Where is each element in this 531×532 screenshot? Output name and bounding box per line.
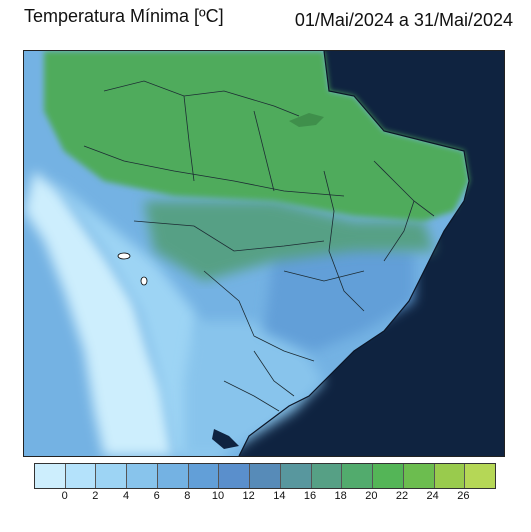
map-svg <box>24 51 504 456</box>
legend-swatch <box>465 464 496 488</box>
legend-swatch <box>250 464 281 488</box>
legend-swatch <box>342 464 374 488</box>
temperature-map <box>23 50 505 457</box>
legend-swatch <box>280 464 312 488</box>
lake-titicaca <box>117 252 131 260</box>
land-central <box>144 201 434 281</box>
date-range: 01/Mai/2024 a 31/Mai/2024 <box>294 10 513 30</box>
land-south <box>184 321 324 456</box>
legend-swatch <box>434 464 466 488</box>
legend-tick-label: 20 <box>365 490 378 502</box>
legend-tick-label: 0 <box>61 490 68 502</box>
legend-tick-label: 10 <box>211 490 225 502</box>
legend-tick-label: 18 <box>334 490 347 502</box>
legend-swatch <box>157 464 189 488</box>
legend-tick-label: 16 <box>303 490 317 502</box>
land-andes <box>24 171 174 456</box>
rio-de-la-plata <box>212 429 239 449</box>
land-southeast <box>264 241 414 351</box>
legend-tick-label: 8 <box>184 490 191 502</box>
legend-tick-label: 24 <box>426 490 439 502</box>
legend-tick-label: 14 <box>273 490 286 502</box>
legend-tick-label: 6 <box>153 490 160 502</box>
legend-tick-label: 2 <box>92 490 99 502</box>
color-legend <box>34 463 496 489</box>
coastline <box>238 51 470 456</box>
legend-swatch <box>35 464 66 488</box>
map-title: Temperatura Mínima [ºC] <box>24 6 224 26</box>
legend-tick-label: 22 <box>395 490 409 502</box>
amazon-delta <box>289 113 324 127</box>
legend-swatch <box>188 464 220 488</box>
legend-swatch <box>96 464 128 488</box>
legend-swatch <box>403 464 435 488</box>
lake-poopo <box>140 276 148 286</box>
borders <box>83 80 435 412</box>
legend-swatch <box>127 464 158 488</box>
legend-ticks: 0 2 4 6 8 10 12 14 16 18 20 22 24 26 <box>34 490 494 506</box>
legend-tick-label: 4 <box>122 490 130 502</box>
legend-swatch <box>373 464 404 488</box>
legend-tick-label: 12 <box>242 490 255 502</box>
land-north <box>44 51 469 221</box>
land-andes-transition <box>54 181 224 456</box>
legend-swatch <box>219 464 251 488</box>
legend-swatch <box>311 464 343 488</box>
legend-tick-label: 26 <box>457 490 470 502</box>
legend-swatch <box>65 464 97 488</box>
